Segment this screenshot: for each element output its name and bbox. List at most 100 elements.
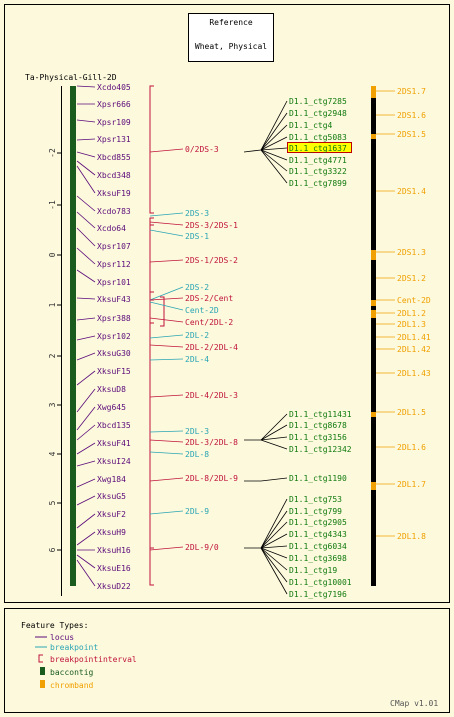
locus[interactable]: XksuD22 (76, 559, 131, 591)
chromband[interactable]: 2DL1.7 (371, 480, 426, 490)
locus-label[interactable]: XksuF15 (97, 367, 131, 376)
breakpoint-feature[interactable]: 2DL-4 (149, 355, 209, 364)
locus-label[interactable]: XksuF43 (97, 295, 131, 304)
locus-label[interactable]: Xwg184 (97, 475, 126, 484)
locus-label[interactable]: Xcdo405 (97, 83, 131, 92)
chromband[interactable]: 2DL1.5 (371, 408, 426, 417)
locus[interactable]: XksuF19 (76, 165, 131, 198)
locus[interactable]: XksuH9 (76, 528, 126, 546)
feature-label[interactable]: Cent-2D (185, 306, 219, 315)
interval-bracket[interactable] (149, 547, 154, 586)
chromband[interactable]: 2DS1.4 (376, 187, 426, 196)
locus[interactable]: XksuG5 (76, 492, 126, 506)
feature-label[interactable]: 2DS-1 (185, 232, 209, 241)
contig-label[interactable]: D1.1_ctg2905 (289, 518, 347, 527)
chromband[interactable]: 2DL1.43 (376, 369, 431, 378)
chromband-label[interactable]: 2DL1.2 (397, 309, 426, 318)
locus-label[interactable]: Xpsr131 (97, 135, 131, 144)
interval-bracket[interactable] (149, 217, 154, 226)
chromband-label[interactable]: 2DL1.6 (397, 443, 426, 452)
locus[interactable]: Xpsr112 (76, 247, 131, 269)
locus-label[interactable]: XksuF2 (97, 510, 126, 519)
locus[interactable]: Xwg645 (76, 403, 126, 431)
feature-label[interactable]: 0/2DS-3 (185, 145, 219, 154)
locus[interactable]: Xpsr101 (76, 269, 131, 287)
breakpoint-feature[interactable]: Cent-2D (149, 301, 219, 315)
locus-label[interactable]: XksuH16 (97, 546, 131, 555)
contig-label[interactable]: D1.1_ctg3698 (289, 554, 347, 563)
locus[interactable]: XksuH16 (77, 546, 131, 555)
feature-label[interactable]: 2DL-9/0 (185, 543, 219, 552)
locus-label[interactable]: XksuF41 (97, 439, 131, 448)
feature-label[interactable]: 2DL-2/2DL-4 (185, 343, 238, 352)
locus-label[interactable]: XksuF19 (97, 189, 131, 198)
locus[interactable]: Xcdo783 (76, 195, 131, 216)
locus[interactable]: XksuD8 (76, 385, 126, 413)
locus-label[interactable]: XksuD22 (97, 582, 131, 591)
breakpoint-feature[interactable]: 2DL-9 (149, 507, 209, 516)
interval-feature[interactable]: 2DL-3/2DL-8 (149, 438, 238, 447)
chromband[interactable]: 2DL1.41 (376, 333, 431, 342)
feature-label[interactable]: Cent/2DL-2 (185, 318, 233, 327)
locus[interactable]: Xpsr666 (77, 100, 131, 109)
locus[interactable]: XksuE16 (76, 554, 131, 573)
locus-label[interactable]: Xpsr107 (97, 242, 131, 251)
baccontig-bar[interactable] (70, 86, 76, 586)
map-title[interactable]: Ta-Physical-Gill-2D (25, 73, 117, 82)
feature-label[interactable]: 2DL-4 (185, 355, 209, 364)
breakpoint-feature[interactable]: 2DL-2 (149, 331, 209, 340)
locus[interactable]: XksuF43 (76, 295, 131, 304)
chromband-label[interactable]: 2DS1.7 (397, 87, 426, 96)
interval-feature[interactable]: 2DS-1/2DS-2 (149, 256, 238, 265)
contig-label[interactable]: D1.1_ctg753 (289, 495, 342, 504)
feature-label[interactable]: 2DL-2 (185, 331, 209, 340)
contig-label[interactable]: D1.1_ctg1190 (289, 474, 347, 483)
feature-label[interactable]: 2DL-8 (185, 450, 209, 459)
locus-label[interactable]: Xpsr102 (97, 332, 131, 341)
breakpoint-feature[interactable]: 2DS-1 (149, 229, 209, 241)
chromband[interactable]: 2DS1.3 (371, 248, 426, 260)
contig-label[interactable]: D1.1_ctg10001 (289, 578, 352, 587)
chromband[interactable]: 2DS1.5 (371, 130, 426, 139)
chromband-label[interactable]: 2DS1.2 (397, 274, 426, 283)
feature-label[interactable]: 2DL-9 (185, 507, 209, 516)
locus-label[interactable]: Xbcd135 (97, 421, 131, 430)
chromband-label[interactable]: 2DS1.6 (397, 111, 426, 120)
interval-feature[interactable]: 2DS-2/Cent (149, 294, 233, 303)
interval-bracket[interactable] (149, 85, 154, 214)
chromband-label[interactable]: 2DS1.5 (397, 130, 426, 139)
contig-label[interactable]: D1.1_ctg3156 (289, 433, 347, 442)
interval-feature[interactable]: 2DS-3/2DS-1 (149, 221, 238, 230)
chromband-label[interactable]: 2DL1.3 (397, 320, 426, 329)
chromband[interactable]: 2DL1.2 (371, 309, 426, 318)
locus[interactable]: XksuG30 (76, 349, 131, 361)
feature-label[interactable]: 2DL-3/2DL-8 (185, 438, 238, 447)
chromosome-bar[interactable] (371, 86, 376, 586)
feature-label[interactable]: 2DS-1/2DS-2 (185, 256, 238, 265)
contig-label[interactable]: D1.1_ctg3322 (289, 167, 347, 176)
interval-feature[interactable]: 2DL-2/2DL-4 (149, 343, 238, 352)
chromband-label[interactable]: Cent-2D (397, 296, 431, 305)
locus[interactable]: Xpsr388 (76, 314, 131, 323)
locus-label[interactable]: Xpsr666 (97, 100, 131, 109)
locus[interactable]: XksuF15 (76, 367, 131, 386)
chromband[interactable]: 2DS1.7 (371, 86, 426, 98)
feature-label[interactable]: 2DS-2/Cent (185, 294, 233, 303)
interval-bracket[interactable] (149, 224, 154, 301)
locus-label[interactable]: XksuE16 (97, 564, 131, 573)
locus-label[interactable]: Xbcd348 (97, 171, 131, 180)
interval-feature[interactable]: 0/2DS-3 (149, 145, 219, 154)
feature-label[interactable]: 2DL-3 (185, 427, 209, 436)
interval-bracket[interactable] (160, 296, 165, 327)
locus-label[interactable]: Xpsr112 (97, 260, 131, 269)
contig-label[interactable]: D1.1_ctg12342 (289, 445, 352, 454)
contig-label[interactable]: D1.1_ctg7196 (289, 590, 347, 599)
chromband[interactable]: 2DL1.3 (376, 320, 426, 329)
chromband-label[interactable]: 2DL1.41 (397, 333, 431, 342)
chromband[interactable]: 2DL1.6 (376, 443, 426, 452)
contig-label[interactable]: D1.1_ctg7899 (289, 179, 347, 188)
chromband[interactable]: Cent-2D (371, 296, 431, 306)
locus[interactable]: Xbcd348 (76, 160, 131, 180)
interval-feature[interactable]: 2DL-8/2DL-9 (149, 474, 238, 483)
feature-label[interactable]: 2DS-2 (185, 283, 209, 292)
